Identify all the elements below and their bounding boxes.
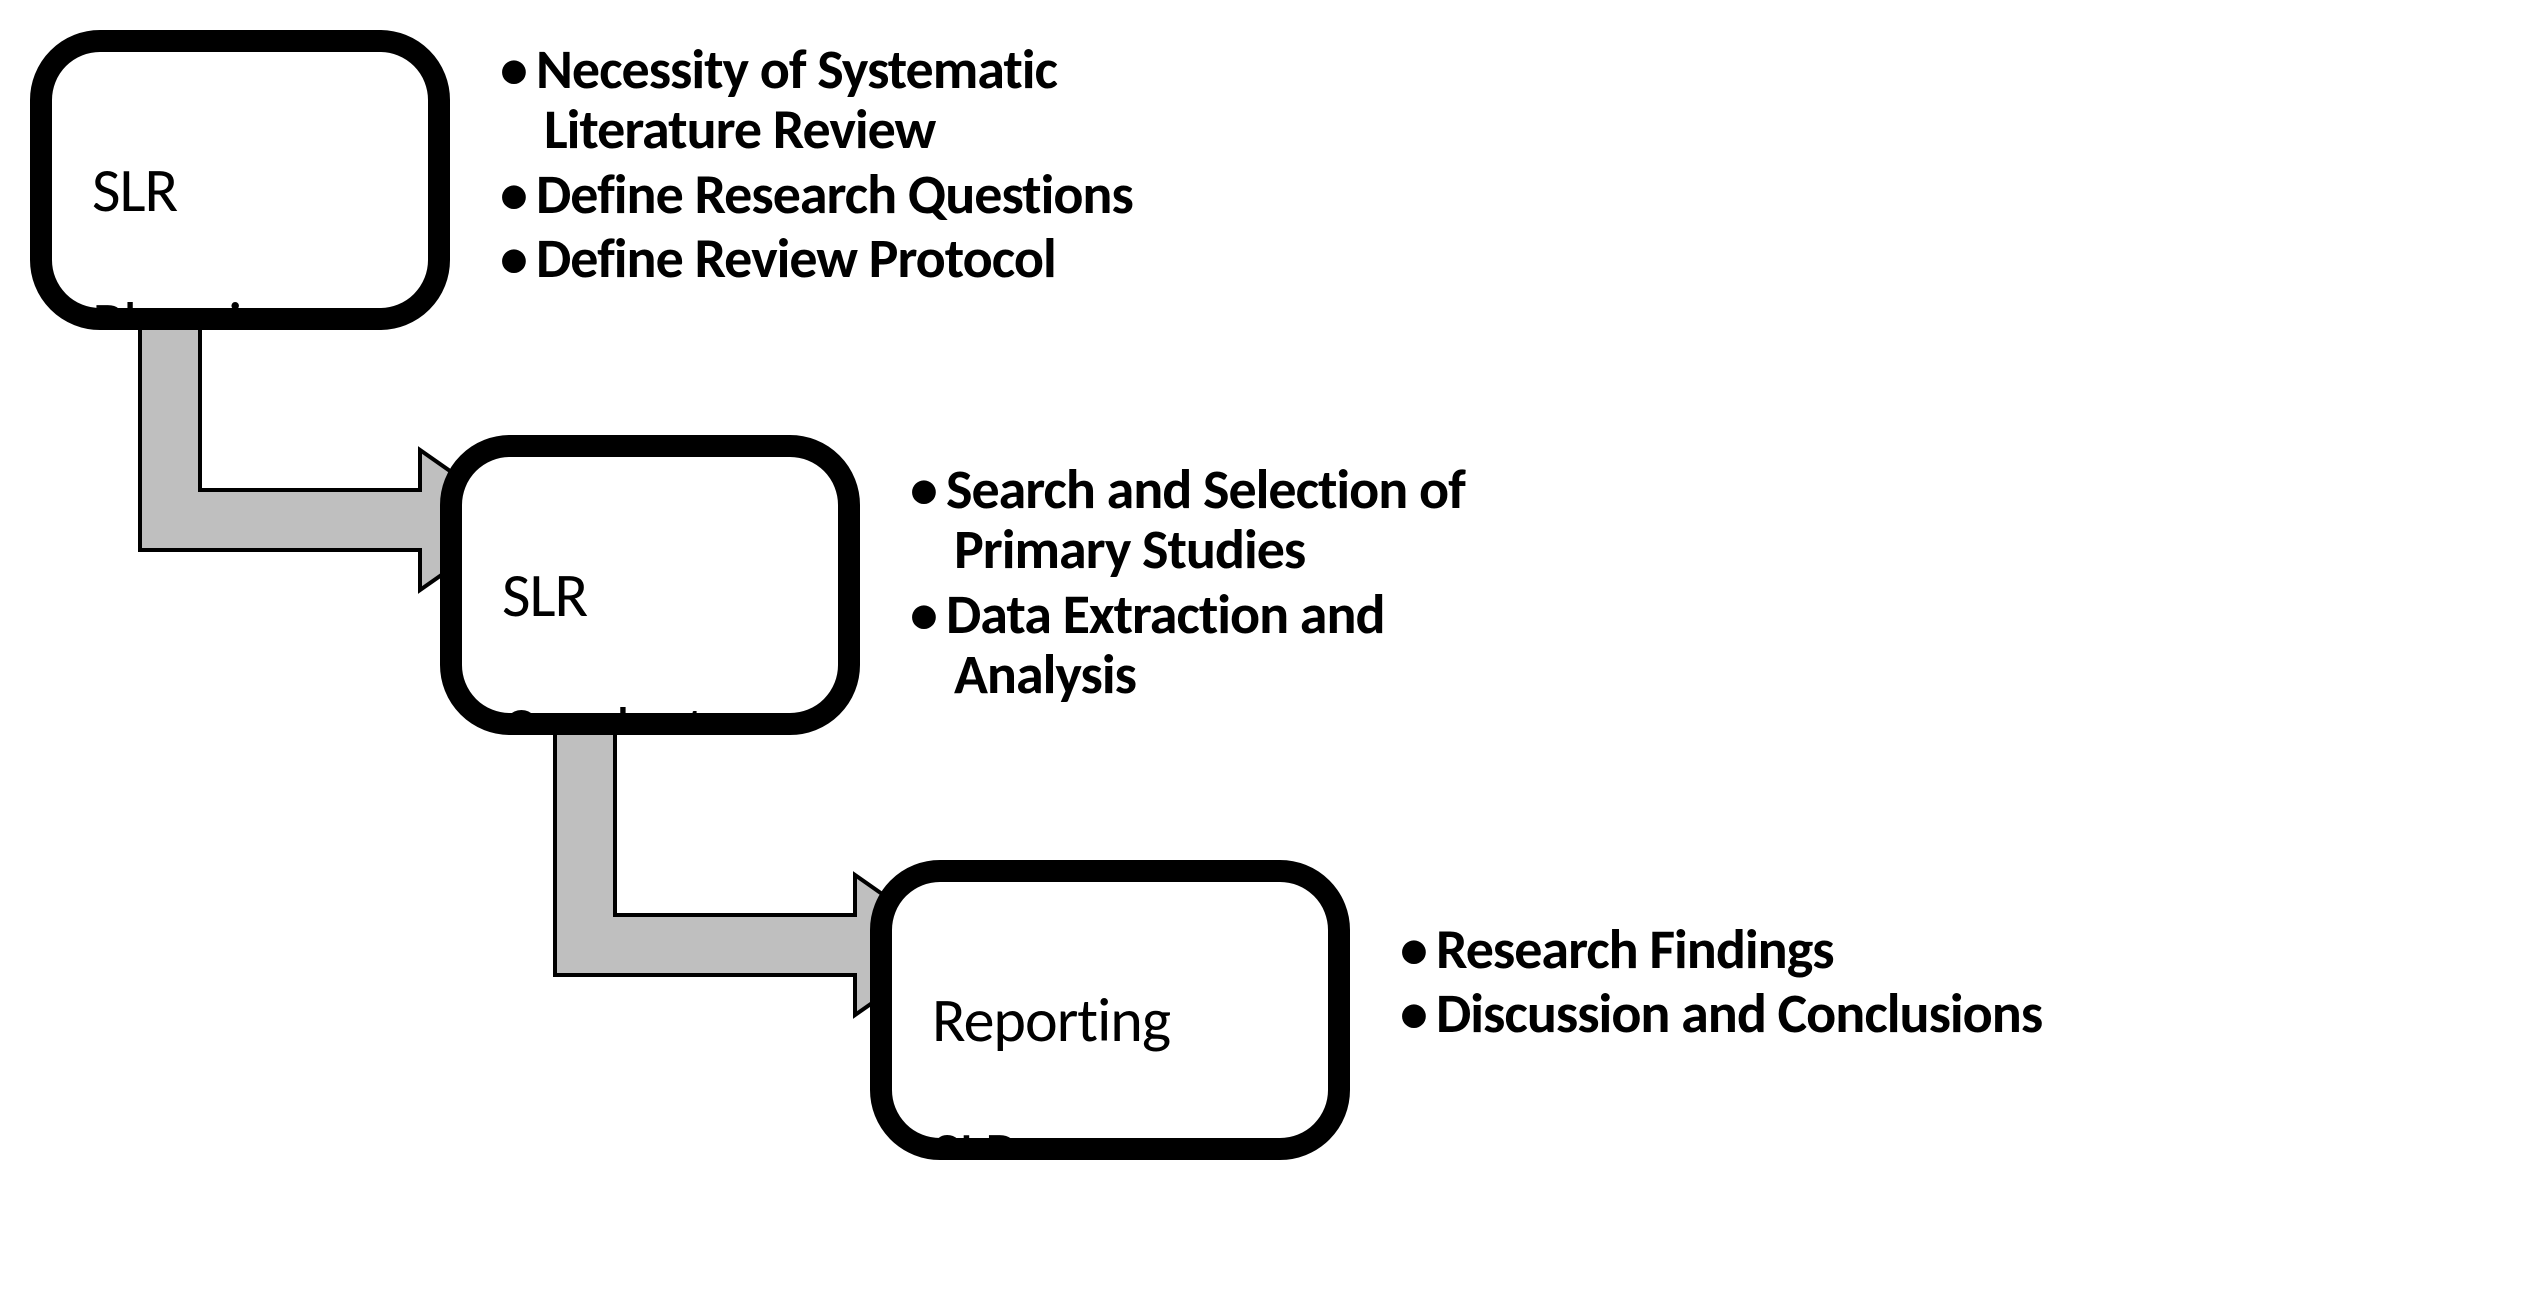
bullets-reporting: Research FindingsDiscussion and Conclusi… xyxy=(1400,920,2042,1049)
bullet-item: Discussion and Conclusions xyxy=(1400,984,2042,1044)
bullet-item: Necessity of SystematicLiterature Review xyxy=(500,40,1133,161)
arrow-conduct-to-reporting xyxy=(545,735,905,1030)
bullet-line: Literature Review xyxy=(536,100,1133,160)
node-reporting-slr: Reporting SLR xyxy=(870,860,1350,1160)
node-planning-line1: SLR xyxy=(92,152,177,228)
bullet-line: Define Research Questions xyxy=(536,165,1133,225)
node-slr-planning: SLR Planning xyxy=(30,30,450,330)
bullets-planning: Necessity of SystematicLiterature Review… xyxy=(500,40,1133,294)
arrow-planning-to-conduct xyxy=(130,330,470,605)
node-slr-conduct: SLR Conduct xyxy=(440,435,860,735)
bullet-line: Analysis xyxy=(946,645,1465,705)
bullet-item: Search and Selection ofPrimary Studies xyxy=(910,460,1465,581)
node-planning-line2: Planning xyxy=(92,286,301,330)
node-reporting-line2: SLR xyxy=(932,1116,1017,1160)
node-reporting-slr-label: Reporting SLR xyxy=(932,920,1170,1160)
diagram-canvas: SLR Planning SLR Conduct Reporting SLR N… xyxy=(0,0,2525,1299)
bullets-conduct: Search and Selection ofPrimary StudiesDa… xyxy=(910,460,1465,710)
bullet-line: Research Findings xyxy=(1436,920,2042,980)
bullet-line: Necessity of Systematic xyxy=(536,40,1133,100)
bullet-item: Data Extraction andAnalysis xyxy=(910,585,1465,706)
node-conduct-line2: Conduct xyxy=(502,691,705,735)
bullet-item: Define Research Questions xyxy=(500,165,1133,225)
bullet-line: Primary Studies xyxy=(946,520,1465,580)
bullet-item: Research Findings xyxy=(1400,920,2042,980)
bullet-line: Search and Selection of xyxy=(946,460,1465,520)
node-conduct-line1: SLR xyxy=(502,557,587,633)
bullet-line: Data Extraction and xyxy=(946,585,1465,645)
bullet-item: Define Review Protocol xyxy=(500,229,1133,289)
node-reporting-line1: Reporting xyxy=(932,982,1170,1058)
bullet-line: Discussion and Conclusions xyxy=(1436,984,2042,1044)
node-slr-planning-label: SLR Planning xyxy=(92,90,301,330)
bullet-line: Define Review Protocol xyxy=(536,229,1133,289)
node-slr-conduct-label: SLR Conduct xyxy=(502,495,705,735)
